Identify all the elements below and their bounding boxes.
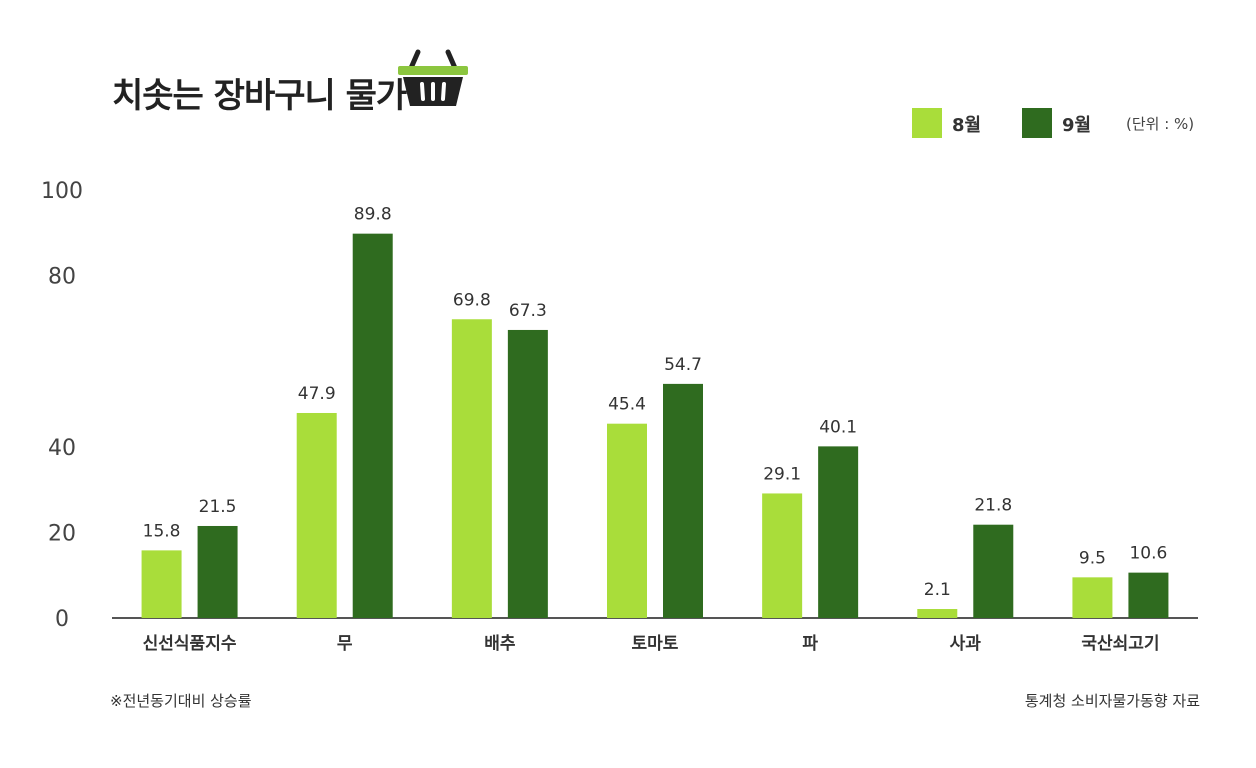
bar-september — [352, 233, 393, 618]
bar-september — [663, 383, 703, 618]
data-label-august: 15.8 — [143, 521, 181, 541]
x-category-label: 토마토 — [632, 634, 679, 654]
bar-september — [507, 329, 548, 618]
data-label-august: 69.8 — [453, 290, 491, 310]
data-label-august: 2.1 — [924, 580, 951, 600]
bar-september — [197, 525, 238, 618]
bar-august — [607, 423, 647, 618]
data-label-september: 21.5 — [199, 497, 237, 517]
legend-label-september: 9월 — [1062, 115, 1092, 136]
x-category-label: 사과 — [950, 634, 982, 654]
data-label-september: 21.8 — [974, 496, 1012, 516]
y-tick-label: 80 — [48, 265, 76, 290]
bar-august — [141, 550, 182, 618]
legend-swatch-september — [1022, 108, 1052, 138]
data-label-september: 10.6 — [1129, 544, 1167, 564]
y-tick-label: 40 — [48, 436, 76, 461]
footnote: ※전년동기대비 상승률 — [110, 692, 252, 710]
chart-legend: 8월 9월 — [912, 108, 1212, 140]
data-label-september: 67.3 — [509, 301, 547, 321]
legend-label-august: 8월 — [952, 115, 982, 136]
y-tick-label: 100 — [41, 179, 83, 204]
legend-swatch-august — [912, 108, 942, 138]
unit-label: (단위 : %) — [1126, 115, 1195, 133]
bar-september — [818, 446, 859, 618]
bar-august — [451, 319, 492, 618]
data-label-august: 45.4 — [608, 395, 646, 415]
bar-august — [762, 493, 803, 618]
y-tick-label: 20 — [48, 521, 76, 546]
bar-august — [296, 412, 337, 618]
data-label-august: 9.5 — [1079, 548, 1106, 568]
data-label-september: 89.8 — [354, 205, 392, 225]
x-category-label: 국산쇠고기 — [1081, 634, 1159, 654]
bar-august — [1072, 577, 1113, 618]
x-category-label: 파 — [802, 634, 818, 654]
y-tick-label: 0 — [55, 607, 69, 632]
data-label-august: 47.9 — [298, 384, 336, 404]
chart-title: 치솟는 장바구니 물가 — [112, 76, 407, 116]
source-note: 통계청 소비자물가동향 자료 — [1024, 692, 1200, 710]
data-label-september: 54.7 — [664, 355, 702, 375]
bar-september — [1128, 572, 1169, 618]
shopping-basket-icon — [398, 49, 468, 106]
x-category-label: 신선식품지수 — [143, 634, 237, 654]
data-label-august: 29.1 — [763, 464, 801, 484]
bar-september — [973, 524, 1014, 618]
x-category-label: 무 — [337, 634, 353, 654]
x-category-label: 배추 — [484, 634, 516, 654]
data-label-september: 40.1 — [819, 417, 857, 437]
bar-august — [917, 609, 958, 618]
